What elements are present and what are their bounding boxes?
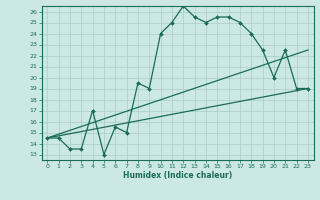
X-axis label: Humidex (Indice chaleur): Humidex (Indice chaleur) xyxy=(123,171,232,180)
